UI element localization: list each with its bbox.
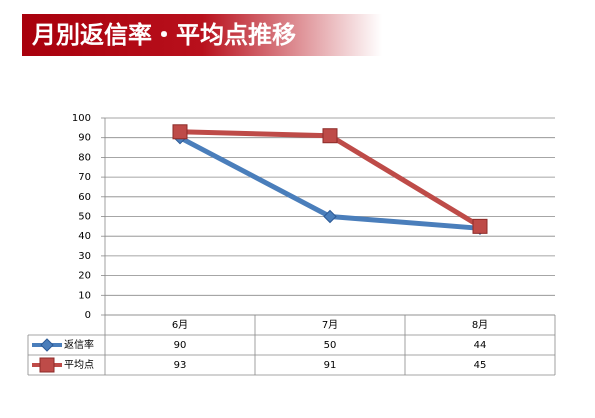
marker [172, 124, 188, 140]
chart-title: 月別返信率・平均点推移 [31, 21, 296, 49]
legend-label: 返信率 [64, 338, 94, 351]
marker [39, 357, 55, 373]
marker [40, 338, 54, 352]
table-value: 93 [174, 360, 187, 371]
y-tick-label: 10 [78, 290, 91, 301]
title-banner [22, 14, 382, 56]
table-value: 44 [474, 340, 487, 351]
y-tick-label: 40 [78, 231, 91, 242]
y-tick-label: 50 [78, 212, 91, 223]
table-value: 50 [324, 340, 337, 351]
y-tick-label: 60 [78, 192, 91, 203]
x-tick-label: 6月 [172, 319, 188, 331]
y-tick-label: 90 [78, 133, 91, 144]
legend-label: 平均点 [64, 359, 94, 371]
y-tick-label: 20 [78, 271, 91, 282]
table-value: 45 [474, 360, 487, 371]
y-tick-label: 30 [78, 251, 91, 262]
y-tick-label: 70 [78, 172, 91, 183]
marker [323, 209, 337, 224]
y-tick-label: 80 [78, 152, 91, 163]
x-tick-label: 8月 [472, 319, 488, 331]
y-tick-label: 0 [85, 310, 91, 321]
table-value: 91 [324, 360, 337, 371]
marker [472, 218, 488, 234]
y-tick-label: 100 [72, 113, 91, 124]
marker [322, 128, 338, 144]
table-value: 90 [174, 340, 187, 351]
x-tick-label: 7月 [322, 319, 338, 331]
